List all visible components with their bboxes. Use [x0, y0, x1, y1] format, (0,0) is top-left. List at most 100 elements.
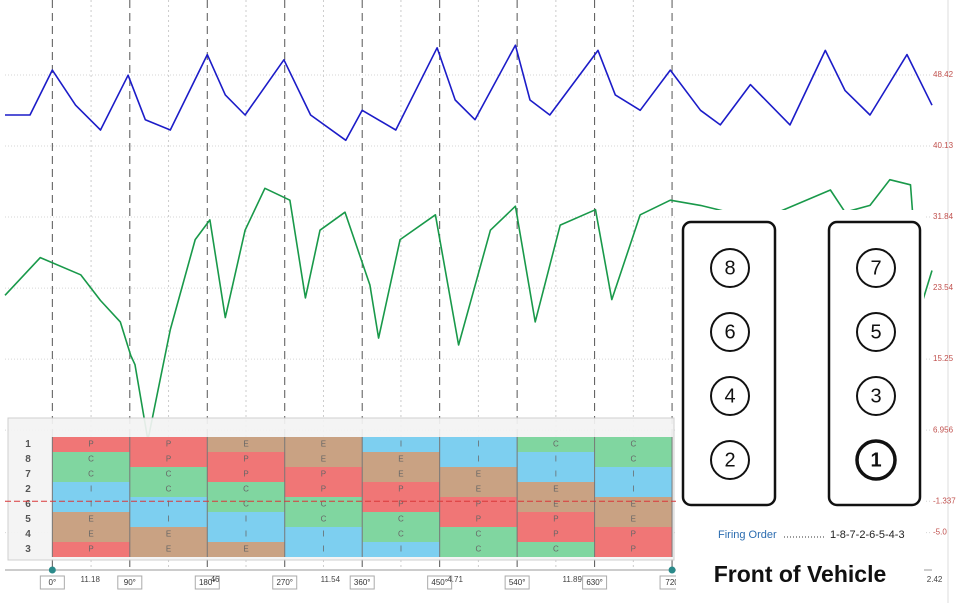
stroke-cell: [284, 437, 363, 452]
stroke-cell: [284, 527, 363, 542]
stroke-letter: I: [555, 470, 557, 479]
stroke-letter: I: [400, 440, 402, 449]
stroke-letter: C: [630, 455, 636, 464]
stroke-letter: P: [476, 515, 481, 524]
stroke-letter: C: [321, 500, 327, 509]
stroke-letter: E: [166, 530, 171, 539]
stroke-cell: [284, 467, 363, 482]
stroke-cell: [517, 512, 595, 527]
stroke-letter: C: [553, 440, 559, 449]
stroke-letter: E: [398, 455, 403, 464]
readout: 11.54: [321, 575, 341, 584]
stroke-letter: I: [322, 545, 324, 554]
stroke-cell: [129, 452, 208, 467]
stroke-letter: E: [553, 500, 558, 509]
stroke-cell: [129, 482, 208, 497]
stroke-letter: P: [166, 455, 171, 464]
stroke-letter: P: [476, 500, 481, 509]
stroke-letter: C: [243, 485, 249, 494]
row-label: 1: [25, 439, 31, 450]
stroke-cell: [129, 527, 208, 542]
stroke-cell: [207, 467, 285, 482]
stroke-cell: [284, 452, 363, 467]
stroke-letter: C: [166, 470, 172, 479]
stroke-cell: [439, 527, 518, 542]
x-tick-box: [582, 575, 608, 590]
stroke-letter: P: [243, 455, 248, 464]
x-tick-box: [504, 575, 530, 590]
x-tick-label: 540°: [509, 578, 526, 587]
stroke-letter: C: [321, 515, 327, 524]
x-tick-box: [194, 575, 220, 590]
stroke-letter: C: [630, 440, 636, 449]
stroke-cell: [129, 437, 208, 452]
stroke-letter: P: [631, 530, 636, 539]
trace: [5, 44, 933, 142]
stroke-cell: [362, 482, 440, 497]
stroke-cell: [594, 482, 673, 497]
stroke-cell: [52, 482, 130, 497]
stroke-cell: [594, 542, 673, 557]
stroke-cell: [594, 467, 673, 482]
stroke-letter: E: [476, 470, 481, 479]
stroke-cell: [284, 542, 363, 557]
stroke-letter: C: [166, 485, 172, 494]
stroke-cell: [439, 482, 518, 497]
cylinder: [710, 248, 750, 288]
stroke-letter: I: [322, 530, 324, 539]
stroke-letter: C: [88, 470, 94, 479]
cylinder-number: 1: [870, 449, 881, 471]
x-tick-label: 0°: [49, 578, 57, 587]
row-label: 7: [25, 469, 31, 480]
x-tick-label: 90°: [124, 578, 136, 587]
stroke-letter: I: [477, 455, 479, 464]
stroke-letter: P: [243, 470, 248, 479]
stroke-cell: [439, 542, 518, 557]
x-tick-label: 450°: [431, 578, 448, 587]
y-tick-label: 31.84: [933, 212, 954, 221]
stroke-cell: [439, 467, 518, 482]
row-label: 2: [25, 484, 31, 495]
x-tick-label: 720: [665, 578, 679, 587]
stroke-cell: [517, 482, 595, 497]
stroke-letter: E: [88, 515, 93, 524]
stroke-cell: [517, 467, 595, 482]
caption: Front of Vehicle: [714, 561, 887, 587]
readout: 11.89: [562, 575, 582, 584]
stroke-letter: E: [88, 530, 93, 539]
row-label: 8: [25, 454, 31, 465]
stroke-letter: E: [398, 470, 403, 479]
stroke-cell: [284, 512, 363, 527]
cylinder: [856, 312, 896, 352]
stroke-letter: P: [553, 530, 558, 539]
stroke-cell: [439, 512, 518, 527]
stroke-letter: I: [90, 500, 92, 509]
stroke-letter: I: [245, 530, 247, 539]
readout: 11.18: [80, 575, 100, 584]
stroke-letter: P: [321, 485, 326, 494]
trace: [4, 178, 933, 441]
row-label: 5: [25, 514, 31, 525]
cylinder: [856, 376, 896, 416]
stroke-cell: [594, 512, 673, 527]
cylinder: [710, 312, 750, 352]
stroke-cell: [129, 512, 208, 527]
stroke-letter: I: [400, 545, 402, 554]
left-bank: [681, 220, 777, 507]
stroke-letter: C: [88, 455, 94, 464]
stroke-letter: C: [398, 530, 404, 539]
x-tick-box: [39, 575, 65, 590]
stroke-cell: [207, 542, 285, 557]
stroke-cell: [52, 437, 130, 452]
stroke-letter: E: [166, 545, 171, 554]
stroke-letter: I: [245, 515, 247, 524]
stroke-letter: E: [243, 440, 248, 449]
stroke-letter: I: [90, 485, 92, 494]
y-tick-label: 6.956: [933, 425, 954, 434]
cylinder-number: 3: [870, 385, 881, 407]
firing-order-label: Firing Order: [718, 529, 777, 541]
right-bank: [827, 220, 922, 507]
x-tick-box: [427, 575, 453, 590]
row-label: 6: [25, 499, 31, 510]
x-tick-label: 360°: [354, 578, 371, 587]
